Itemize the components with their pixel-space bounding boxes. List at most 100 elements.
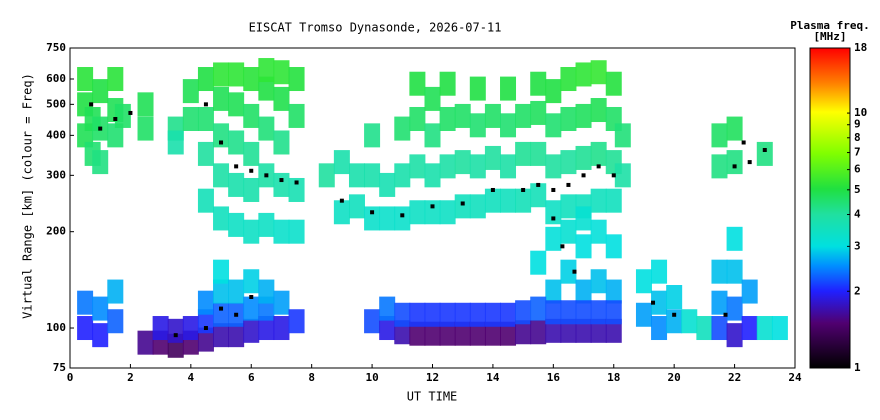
data-cell xyxy=(409,321,426,346)
data-cell xyxy=(590,219,607,244)
data-cell xyxy=(92,150,109,175)
data-cell xyxy=(484,188,501,213)
data-cell xyxy=(197,106,214,131)
data-cell xyxy=(92,323,109,348)
data-cell xyxy=(575,206,592,231)
data-cell xyxy=(454,150,471,175)
x-tick-label: 22 xyxy=(728,371,741,384)
data-cell xyxy=(258,116,275,141)
data-cell xyxy=(635,269,652,294)
trace-point xyxy=(551,216,556,221)
data-cell xyxy=(651,290,668,315)
data-cell xyxy=(726,226,743,251)
data-cell xyxy=(92,296,109,321)
chart-title: EISCAT Tromso Dynasonde, 2026-07-11 xyxy=(249,21,502,35)
data-cell xyxy=(258,76,275,101)
data-cell xyxy=(605,279,622,304)
data-cell xyxy=(364,163,381,188)
data-cell xyxy=(379,316,396,341)
data-cell xyxy=(590,300,607,325)
x-tick-label: 8 xyxy=(308,371,315,384)
data-cell xyxy=(243,177,260,202)
data-cell xyxy=(469,194,486,219)
data-cell xyxy=(726,116,743,141)
data-cell xyxy=(213,302,230,327)
trace-point xyxy=(203,326,208,331)
data-cell xyxy=(273,130,290,155)
data-cell xyxy=(560,259,577,284)
y-tick-label: 750 xyxy=(46,41,66,54)
data-cell xyxy=(243,219,260,244)
colorbar-tick-label: 18 xyxy=(854,41,867,54)
data-cell xyxy=(590,60,607,85)
data-cell xyxy=(530,141,547,166)
trace-point xyxy=(521,187,526,192)
data-cell xyxy=(107,309,124,334)
data-cell xyxy=(288,219,305,244)
data-cell xyxy=(288,309,305,334)
trace-point xyxy=(279,178,284,183)
trace-point xyxy=(370,210,375,215)
data-cell xyxy=(741,316,758,341)
data-cell xyxy=(77,290,94,315)
data-cell xyxy=(575,279,592,304)
data-cell xyxy=(696,316,713,341)
data-cell xyxy=(500,113,517,138)
data-cell xyxy=(107,67,124,92)
data-cell xyxy=(560,219,577,244)
data-cell xyxy=(167,318,184,343)
x-axis-label: UT TIME xyxy=(407,390,458,404)
trace-point xyxy=(490,187,495,192)
colorbar xyxy=(809,47,851,369)
data-cell xyxy=(635,302,652,327)
data-cell xyxy=(500,76,517,101)
trace-point xyxy=(581,173,586,178)
data-cell xyxy=(114,103,131,128)
data-cell xyxy=(243,141,260,166)
trace-point xyxy=(249,168,254,173)
data-cell xyxy=(666,285,683,310)
trace-point xyxy=(672,312,677,317)
data-cell xyxy=(228,62,245,87)
x-tick-label: 12 xyxy=(426,371,439,384)
trace-point xyxy=(566,182,571,187)
x-tick-label: 10 xyxy=(365,371,378,384)
data-cell xyxy=(77,316,94,341)
data-cell xyxy=(228,279,245,304)
data-cell xyxy=(515,188,532,213)
data-cell xyxy=(756,316,773,341)
data-cell xyxy=(197,188,214,213)
trace-point xyxy=(203,102,208,107)
data-cell xyxy=(364,309,381,334)
data-cell xyxy=(197,327,214,352)
data-cell xyxy=(243,269,260,294)
data-cell xyxy=(182,316,199,341)
data-cell xyxy=(530,296,547,321)
data-cell xyxy=(575,300,592,325)
data-cell xyxy=(439,321,456,346)
trace-point xyxy=(741,140,746,145)
data-cell xyxy=(515,300,532,325)
data-cell xyxy=(228,212,245,237)
data-cell xyxy=(243,103,260,128)
colorbar-tick-label: 4 xyxy=(854,208,861,221)
data-cell xyxy=(243,67,260,92)
data-cell xyxy=(394,116,411,141)
data-cell xyxy=(379,296,396,321)
trace-point xyxy=(732,164,737,169)
data-cell xyxy=(605,318,622,343)
data-cell xyxy=(213,279,230,304)
data-cell xyxy=(197,141,214,166)
trace-point xyxy=(234,164,239,169)
data-cell xyxy=(364,123,381,148)
data-cell xyxy=(228,172,245,197)
data-cell xyxy=(666,309,683,334)
data-cell xyxy=(213,163,230,188)
colorbar-tick-label: 1 xyxy=(854,361,861,374)
data-cell xyxy=(711,154,728,179)
data-cell xyxy=(545,318,562,343)
trace-point xyxy=(339,198,344,203)
data-cell xyxy=(424,302,441,327)
data-cell xyxy=(409,106,426,131)
